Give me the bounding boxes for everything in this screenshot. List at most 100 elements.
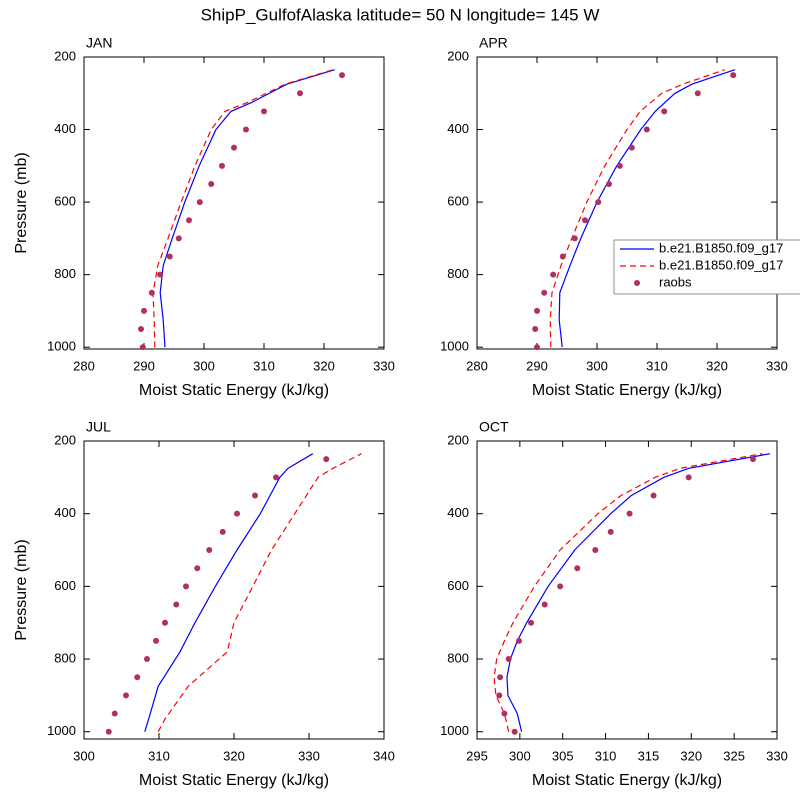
raob-marker	[206, 547, 213, 554]
raob-marker	[557, 583, 564, 590]
x-tick-label: 315	[638, 748, 660, 763]
raob-marker	[497, 674, 504, 681]
x-tick-label: 340	[373, 748, 395, 763]
x-tick-label: 310	[148, 748, 170, 763]
raob-marker	[685, 474, 692, 481]
raob-marker	[528, 619, 534, 626]
raob-marker	[643, 126, 650, 133]
raob-marker	[231, 144, 237, 151]
raob-marker	[162, 619, 168, 626]
raob-marker	[105, 728, 112, 735]
x-tick-label: 330	[766, 748, 788, 763]
plot-frame	[476, 56, 778, 350]
x-tick-label: 300	[509, 748, 531, 763]
raob-marker	[532, 326, 539, 333]
y-tick-label: 400	[54, 505, 76, 520]
raob-marker	[541, 601, 548, 608]
raob-marker	[339, 72, 345, 79]
profile-line	[493, 453, 763, 732]
legend-label: raobs	[659, 274, 692, 289]
x-tick-label: 310	[646, 358, 668, 373]
raob-marker	[559, 253, 566, 260]
raob-marker	[219, 162, 225, 169]
raob-marker	[196, 199, 203, 206]
y-tick-label: 200	[54, 432, 76, 447]
y-tick-label: 1000	[47, 339, 76, 354]
y-tick-label: 200	[447, 432, 469, 447]
panel-label: JAN	[86, 35, 112, 51]
raob-marker	[261, 108, 267, 115]
plot-frame	[83, 56, 385, 350]
legend-label: b.e21.B1850.f09_g17	[659, 257, 783, 272]
x-tick-label: 300	[586, 358, 608, 373]
x-tick-label: 310	[253, 358, 275, 373]
x-tick-label: 280	[466, 358, 488, 373]
profile-line	[159, 69, 335, 348]
y-tick-label: 600	[447, 194, 469, 209]
y-tick-label: 1000	[47, 723, 76, 738]
legend-marker	[634, 280, 640, 286]
x-tick-label: 320	[223, 748, 245, 763]
y-tick-label: 1000	[440, 723, 469, 738]
x-tick-label: 295	[466, 748, 488, 763]
raob-marker	[234, 510, 240, 517]
plot-frame	[83, 440, 385, 740]
panel-label: JUL	[86, 419, 111, 435]
y-tick-label: 600	[54, 194, 76, 209]
x-axis-label: Moist Static Energy (kJ/kg)	[139, 772, 329, 789]
raob-marker	[496, 692, 503, 699]
x-tick-label: 290	[133, 358, 155, 373]
profile-line	[549, 69, 725, 348]
raob-marker	[661, 108, 668, 115]
x-tick-label: 330	[298, 748, 320, 763]
raob-marker	[208, 180, 215, 187]
y-tick-label: 400	[54, 121, 76, 136]
x-tick-label: 330	[766, 358, 788, 373]
legend-label: b.e21.B1850.f09_g17	[659, 240, 783, 255]
x-tick-label: 310	[595, 748, 617, 763]
x-tick-label: 300	[73, 748, 95, 763]
raob-marker	[595, 199, 602, 206]
profile-line	[157, 453, 362, 732]
raob-marker	[730, 72, 737, 79]
raob-marker	[750, 456, 756, 463]
y-tick-label: 1000	[440, 339, 469, 354]
profile-line	[506, 453, 771, 732]
raob-marker	[534, 307, 540, 314]
raob-marker	[186, 217, 192, 224]
raob-marker	[534, 344, 540, 351]
raob-marker	[111, 710, 118, 717]
raob-marker	[138, 326, 144, 333]
raob-marker	[607, 528, 614, 535]
figure-title: ShipP_GulfofAlaska latitude= 50 N longit…	[201, 5, 600, 24]
y-tick-label: 400	[447, 505, 469, 520]
raob-marker	[574, 565, 581, 572]
raob-marker	[175, 235, 182, 242]
raob-marker	[252, 492, 258, 499]
y-axis-label: Pressure (mb)	[13, 152, 30, 253]
raob-marker	[194, 565, 201, 572]
x-tick-label: 325	[723, 748, 745, 763]
raob-marker	[166, 253, 173, 260]
x-axis-label: Moist Static Energy (kJ/kg)	[139, 382, 329, 399]
x-tick-label: 320	[706, 358, 728, 373]
x-tick-label: 305	[552, 748, 574, 763]
profile-line	[558, 69, 736, 348]
raob-marker	[626, 510, 633, 517]
x-tick-label: 320	[680, 748, 702, 763]
raob-marker	[273, 474, 279, 481]
raob-marker	[694, 90, 701, 97]
panel-label: OCT	[479, 419, 509, 435]
raob-marker	[628, 144, 635, 151]
raob-marker	[153, 637, 159, 644]
x-tick-label: 330	[373, 358, 395, 373]
raob-marker	[516, 637, 522, 644]
raob-marker	[582, 217, 588, 224]
raob-marker	[541, 289, 548, 296]
x-tick-label: 280	[73, 358, 95, 373]
x-axis-label: Moist Static Energy (kJ/kg)	[532, 382, 722, 399]
x-tick-label: 300	[193, 358, 215, 373]
raob-marker	[571, 235, 578, 242]
raob-marker	[173, 601, 180, 608]
